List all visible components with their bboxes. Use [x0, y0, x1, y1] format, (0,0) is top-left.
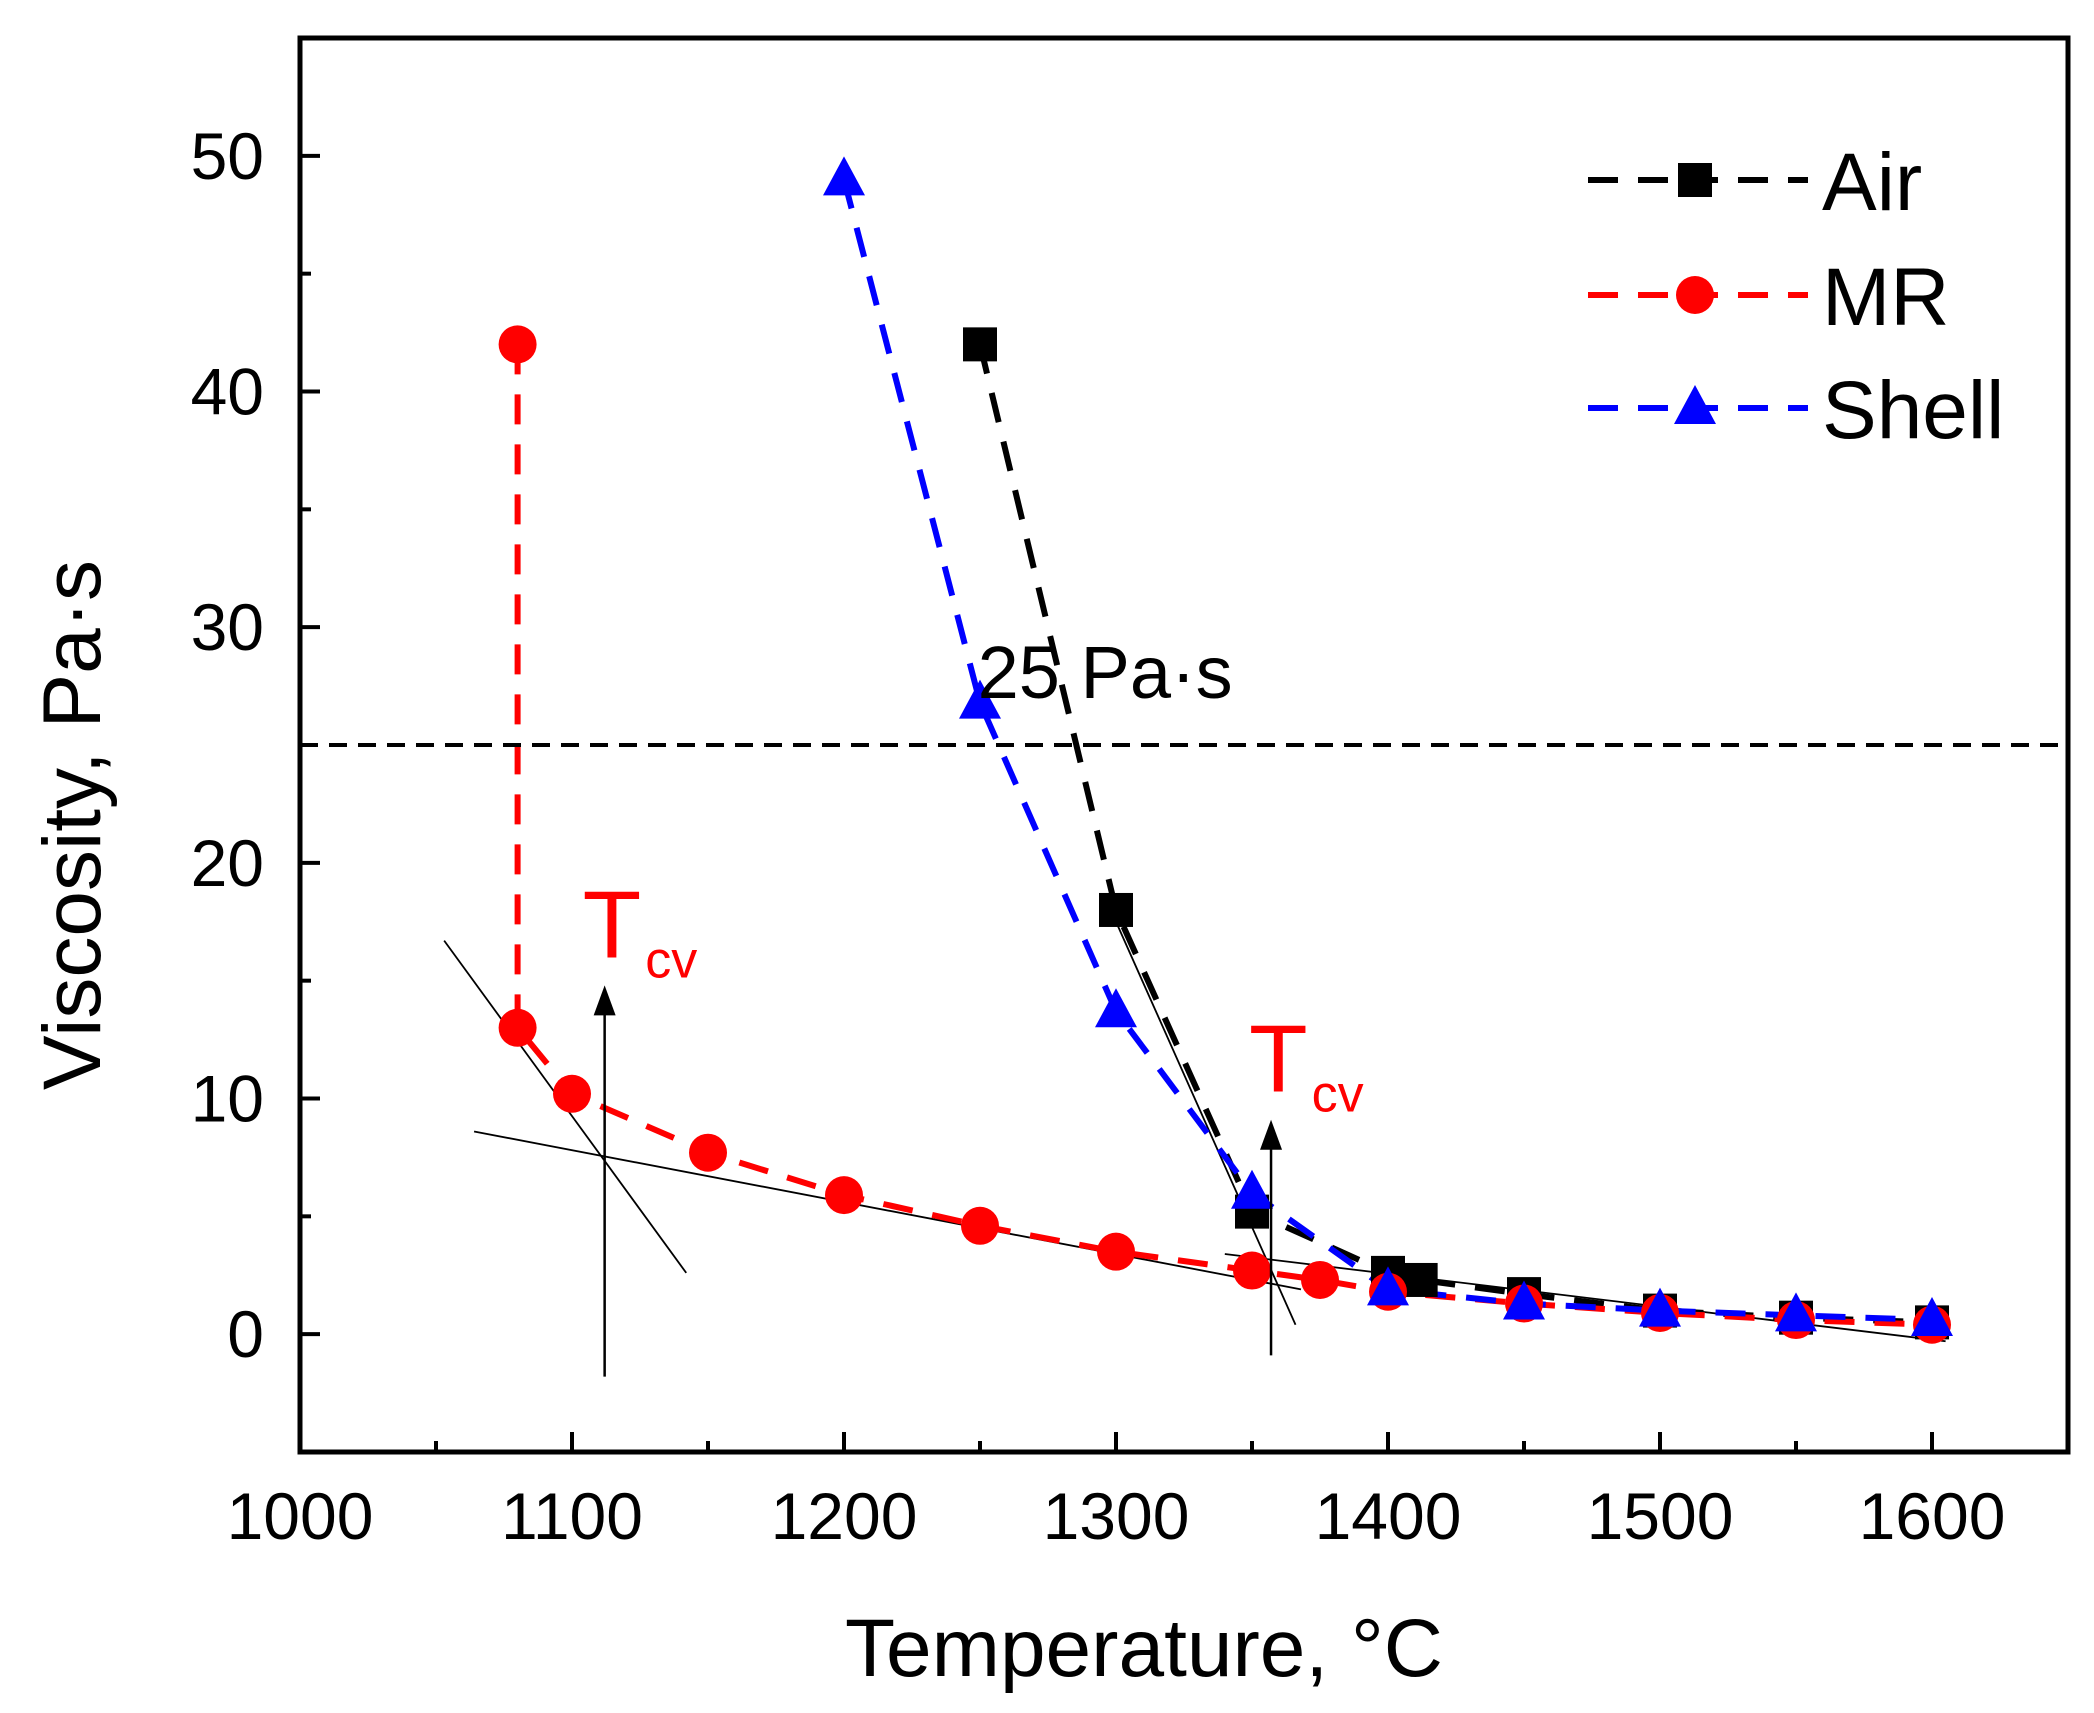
series-line-mr	[514, 344, 1933, 1328]
data-point-mr	[689, 1133, 727, 1172]
tcv-label-main: T	[583, 871, 642, 978]
tcv-label-subscript: cv	[1312, 1066, 1364, 1124]
x-tick-label: 1500	[1587, 1479, 1734, 1553]
data-point-mr	[961, 1206, 999, 1245]
x-axis-label: Temperature, °C	[845, 1603, 1443, 1694]
tcv-label: Tcv	[583, 871, 698, 989]
x-axis-label-unit: °C	[1351, 1603, 1443, 1694]
legend-label-air: Air	[1822, 137, 1922, 228]
data-point-air	[1403, 1262, 1438, 1297]
legend-marker-shell	[1674, 385, 1716, 424]
data-point-shell	[1231, 1169, 1273, 1209]
x-tick-label: 1300	[1043, 1479, 1190, 1553]
y-tick-label: 40	[191, 355, 264, 429]
tcv-label-main: T	[1249, 1006, 1308, 1113]
reference-line-label: 25 Pa·s	[978, 631, 1233, 714]
y-axis-label: Viscosity, Pa·s	[27, 560, 118, 1090]
x-axis-label-text: Temperature,	[845, 1603, 1351, 1694]
tangent-line	[1224, 1253, 1946, 1343]
series-lines	[514, 178, 1933, 1328]
data-point-shell	[1503, 1280, 1545, 1320]
data-point-air	[1099, 892, 1133, 927]
data-point-shell	[1775, 1292, 1817, 1332]
y-axis-ticks: 0 10 20 30 40 50	[191, 36, 320, 1454]
data-point-mr	[1097, 1232, 1135, 1271]
x-axis-ticks: 1000 1100 1200 1300 1400 1500 1600	[227, 1432, 2006, 1553]
legend-label-shell: Shell	[1822, 365, 2004, 456]
series-line-air	[977, 343, 1933, 1326]
y-tick-label: 20	[191, 826, 264, 900]
data-point-mr	[825, 1176, 863, 1215]
legend-marker-air	[1678, 163, 1712, 197]
legend: Air MR Shell	[1588, 137, 2004, 456]
x-tick-label: 1200	[771, 1479, 918, 1553]
data-point-air	[963, 327, 997, 362]
data-point-mr	[1233, 1251, 1271, 1290]
tangent-line	[473, 1130, 1302, 1291]
x-tick-label: 1600	[1859, 1479, 2006, 1553]
data-point-shell	[1911, 1297, 1953, 1337]
y-tick-label: 0	[227, 1297, 264, 1371]
tcv-arrow-head	[593, 985, 616, 1016]
y-tick-label: 30	[191, 590, 264, 664]
data-point-shell	[823, 156, 865, 196]
legend-label-mr: MR	[1822, 252, 1950, 343]
data-point-shell	[1367, 1266, 1409, 1306]
data-point-shell	[959, 679, 1001, 719]
data-point-mr	[1301, 1260, 1339, 1299]
tcv-arrow-head	[1260, 1119, 1283, 1150]
legend-marker-mr	[1676, 276, 1714, 314]
y-tick-label: 10	[191, 1062, 264, 1136]
series-line-shell	[841, 178, 1933, 1324]
x-tick-label: 1000	[227, 1479, 374, 1553]
data-point-mr	[498, 325, 537, 364]
data-point-shell	[1095, 988, 1137, 1028]
data-point-mr	[553, 1074, 591, 1113]
y-tick-label: 50	[191, 119, 264, 193]
x-tick-label: 1100	[501, 1479, 643, 1553]
tcv-label-subscript: cv	[645, 931, 697, 989]
series-markers	[498, 156, 1953, 1344]
data-point-shell	[1639, 1287, 1681, 1327]
tcv-label: Tcv	[1249, 1006, 1364, 1124]
data-point-mr	[498, 1008, 537, 1047]
x-tick-label: 1400	[1315, 1479, 1462, 1553]
